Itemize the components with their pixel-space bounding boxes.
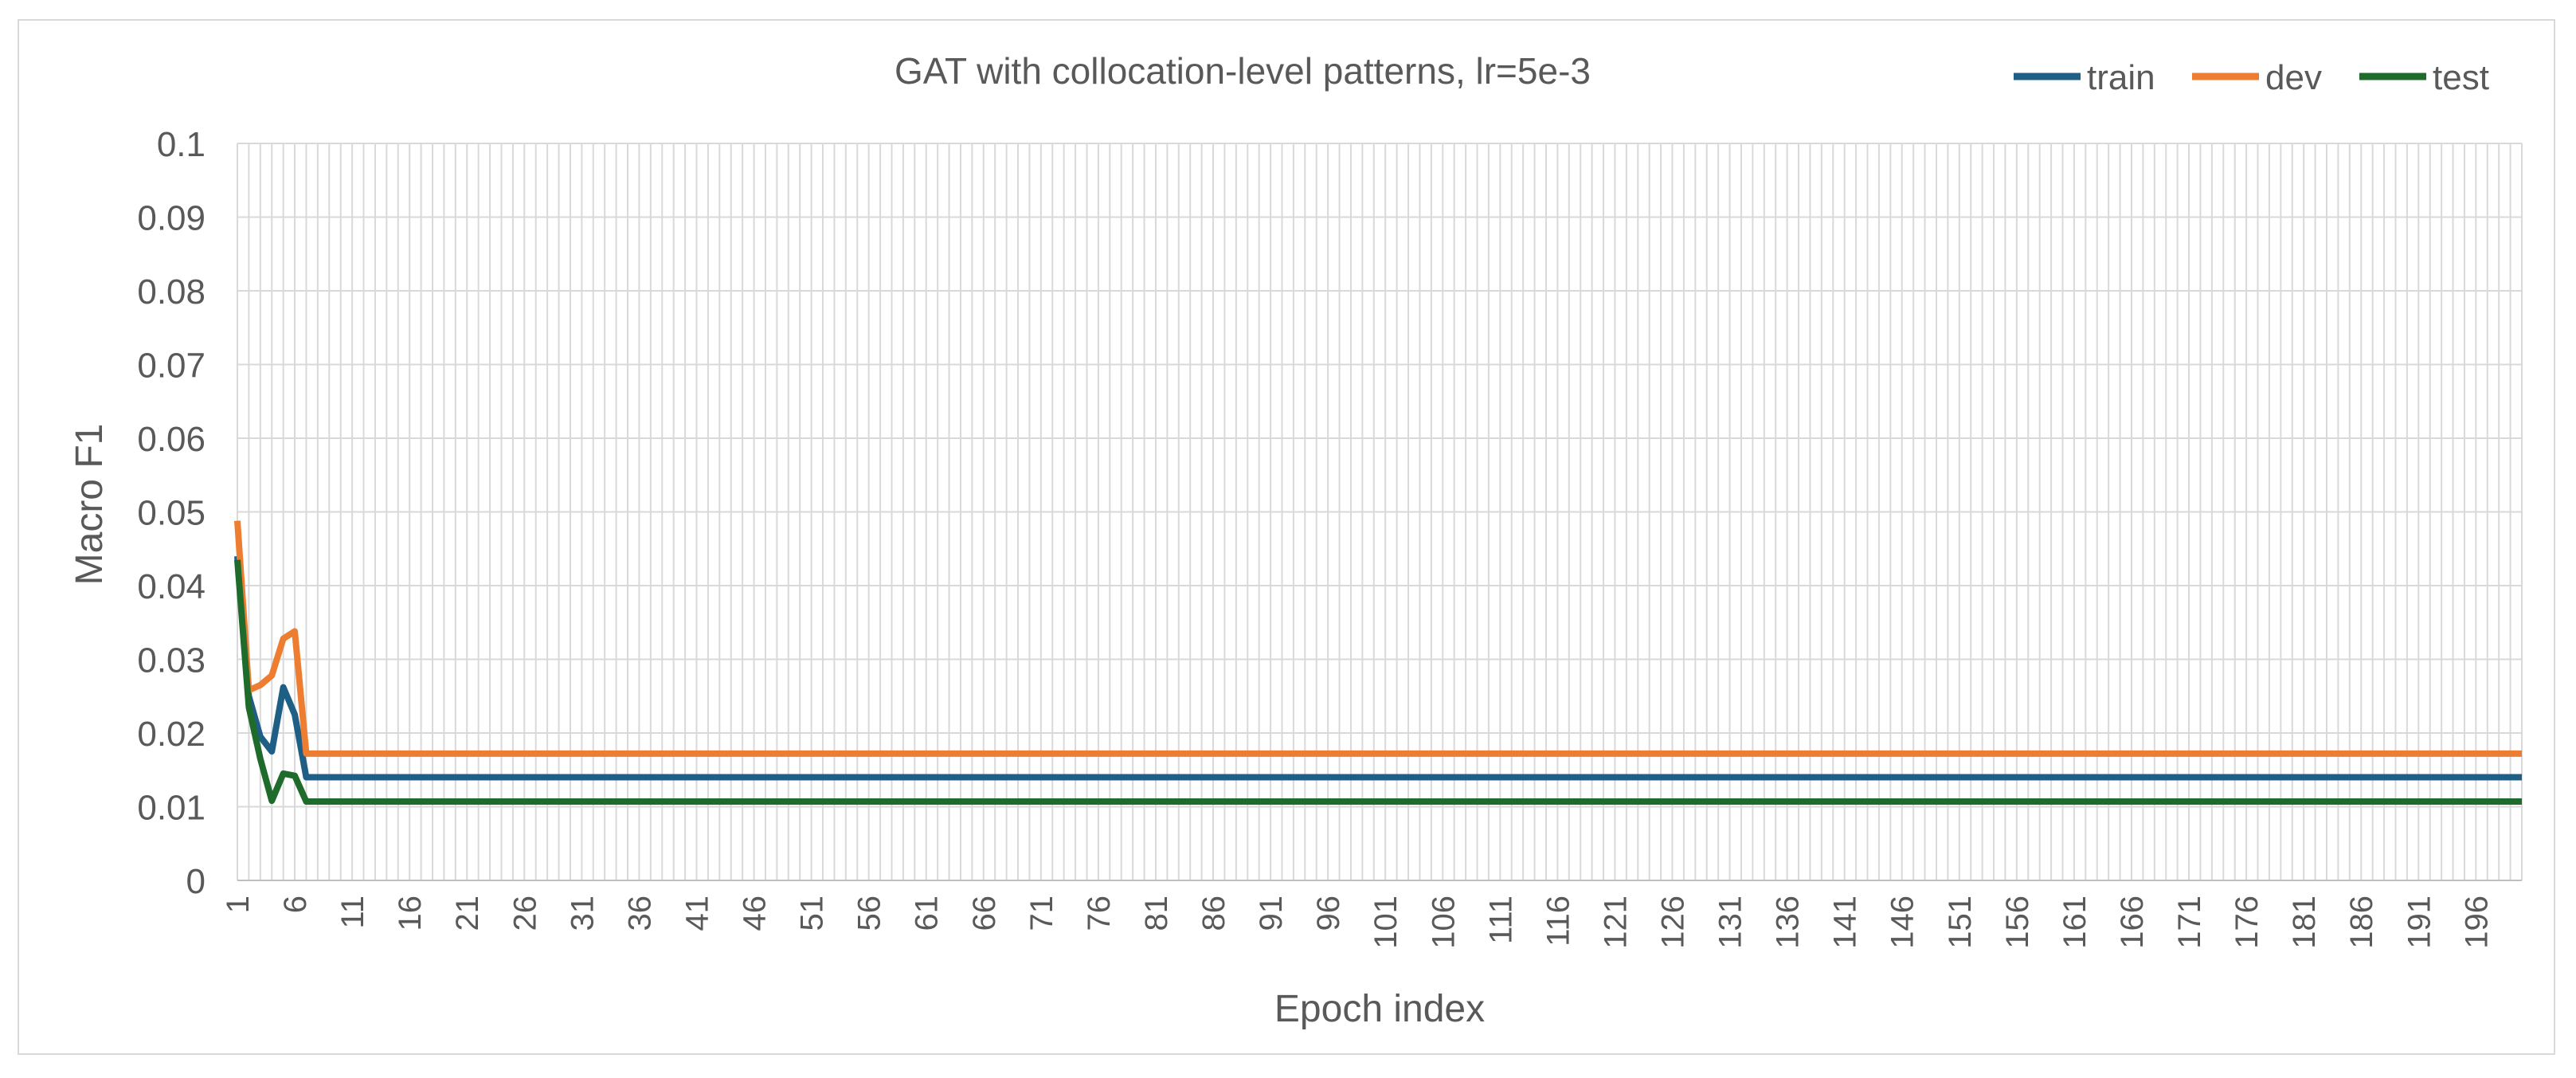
x-tick-label: 31 xyxy=(565,896,600,931)
x-tick-label: 106 xyxy=(1426,896,1461,949)
x-tick-label: 186 xyxy=(2344,896,2379,949)
legend: train dev test xyxy=(2014,58,2489,97)
y-tick-label: 0.05 xyxy=(137,494,206,533)
x-tick-label: 116 xyxy=(1541,896,1576,947)
y-tick-label: 0.08 xyxy=(137,272,206,312)
x-tick-label: 126 xyxy=(1656,896,1691,949)
x-tick-label: 191 xyxy=(2402,896,2437,949)
horizontal-gridlines xyxy=(237,143,2522,881)
x-tick-label: 161 xyxy=(2057,896,2093,949)
y-tick-labels: 0 0.01 0.02 0.03 0.04 0.05 0.06 0.07 0.08 0.09 0.1 xyxy=(137,125,206,901)
x-tick-label: 141 xyxy=(1828,896,1863,949)
x-tick-label: 101 xyxy=(1368,896,1403,949)
x-tick-label: 86 xyxy=(1196,896,1231,931)
legend-label-test: test xyxy=(2433,58,2489,97)
x-tick-label: 66 xyxy=(967,896,1002,931)
x-tick-label: 156 xyxy=(2000,896,2035,949)
y-tick-label: 0 xyxy=(186,862,206,901)
x-tick-label: 71 xyxy=(1024,896,1059,931)
x-tick-label: 76 xyxy=(1082,896,1117,931)
y-axis-title: Macro F1 xyxy=(69,424,111,586)
x-tick-label: 51 xyxy=(795,896,830,931)
x-tick-label: 121 xyxy=(1598,896,1633,949)
x-tick-label: 41 xyxy=(679,896,714,931)
y-tick-label: 0.01 xyxy=(137,789,206,828)
y-tick-label: 0.09 xyxy=(137,199,206,238)
y-tick-label: 0.06 xyxy=(137,420,206,459)
x-tick-label: 6 xyxy=(278,896,313,913)
chart-title: GAT with collocation-level patterns, lr=… xyxy=(895,50,1591,92)
x-tick-label: 46 xyxy=(738,896,773,931)
x-tick-label: 131 xyxy=(1713,896,1748,949)
y-tick-label: 0.04 xyxy=(137,567,206,606)
x-tick-label: 96 xyxy=(1311,896,1346,931)
x-tick-label: 181 xyxy=(2287,896,2322,949)
x-tick-label: 61 xyxy=(910,896,945,931)
x-axis-title: Epoch index xyxy=(1274,988,1485,1030)
series-line-test xyxy=(234,559,2522,806)
x-tick-label: 136 xyxy=(1771,896,1806,949)
x-tick-labels: 1 6 11 16 21 26 31 36 41 46 51 56 61 66 71 76 81 86 91 96 10… xyxy=(221,896,2494,949)
x-tick-label: 21 xyxy=(450,896,485,931)
y-tick-label: 0.07 xyxy=(137,347,206,386)
legend-label-dev: dev xyxy=(2265,58,2322,97)
x-tick-label: 81 xyxy=(1139,896,1174,931)
x-tick-label: 196 xyxy=(2459,896,2494,949)
chart-frame xyxy=(18,19,2555,1055)
y-tick-label: 0.03 xyxy=(137,641,206,680)
x-tick-label: 111 xyxy=(1483,896,1518,944)
x-tick-label: 91 xyxy=(1254,896,1289,931)
series-line-train xyxy=(234,555,2522,781)
y-tick-label: 0.1 xyxy=(157,125,206,164)
series-line-dev xyxy=(234,520,2522,757)
x-tick-label: 11 xyxy=(335,896,370,929)
x-tick-label: 16 xyxy=(393,896,428,931)
x-tick-label: 56 xyxy=(852,896,887,931)
legend-label-train: train xyxy=(2087,58,2155,97)
x-tick-label: 146 xyxy=(1885,896,1920,949)
x-tick-label: 176 xyxy=(2230,896,2265,949)
series-lines xyxy=(234,520,2522,806)
x-tick-label: 26 xyxy=(507,896,542,931)
x-tick-label: 166 xyxy=(2115,896,2150,949)
y-tick-label: 0.02 xyxy=(137,715,206,754)
x-tick-label: 1 xyxy=(221,896,256,913)
x-tick-label: 171 xyxy=(2172,896,2207,949)
x-tick-label: 36 xyxy=(622,896,657,931)
x-tick-label: 151 xyxy=(1943,896,1978,949)
